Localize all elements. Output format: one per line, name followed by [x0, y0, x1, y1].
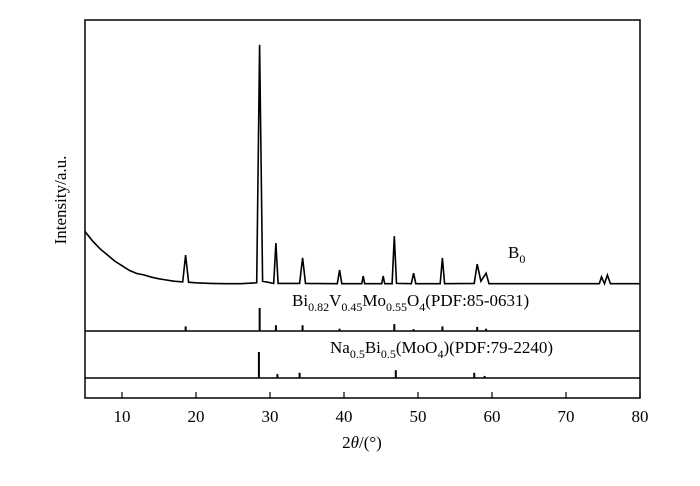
- x-tick-label: 20: [188, 407, 205, 426]
- x-tick-label: 70: [558, 407, 575, 426]
- reference-label-part: O: [407, 291, 419, 310]
- reference-label-part: Na: [330, 338, 350, 357]
- reference-label-part: 0.55: [386, 300, 407, 314]
- x-tick-label: 10: [114, 407, 131, 426]
- y-axis-label: Intensity/a.u.: [51, 156, 70, 245]
- reference-label-part: 0.82: [308, 300, 329, 314]
- reference-label-part: 0.45: [341, 300, 362, 314]
- x-tick-label: 80: [632, 407, 649, 426]
- pattern-label-part: 0: [519, 252, 525, 266]
- reference-label-part: (PDF:85-0631): [425, 291, 529, 310]
- x-tick-label: 50: [410, 407, 427, 426]
- pattern-label-part: B: [508, 243, 519, 262]
- reference-label-part: Bi: [365, 338, 381, 357]
- x-axis-label-part: θ: [351, 433, 359, 452]
- x-tick-label: 60: [484, 407, 501, 426]
- x-axis-label-part: 2: [342, 433, 351, 452]
- reference-label-part: )(PDF:79-2240): [443, 338, 553, 357]
- x-tick-label: 30: [262, 407, 279, 426]
- reference-label-part: (MoO: [396, 338, 438, 357]
- reference-label-part: Mo: [362, 291, 386, 310]
- reference-label-part: 4: [419, 300, 425, 314]
- reference-label-part: Bi: [292, 291, 308, 310]
- pattern-label: B0: [508, 243, 525, 266]
- reference-label-part: 0.5: [350, 347, 365, 361]
- plot-frame: [84, 19, 641, 399]
- reference-label-part: 4: [437, 347, 443, 361]
- x-axis-label: 2θ/(°): [342, 433, 382, 452]
- pattern-line: [84, 44, 640, 286]
- reference-label-part: V: [329, 291, 342, 310]
- reference-label-part: 0.5: [381, 347, 396, 361]
- x-axis-label-part: /(°): [359, 433, 382, 452]
- x-tick-label: 40: [336, 407, 353, 426]
- reference-label: Na0.5Bi0.5(MoO4)(PDF:79-2240): [330, 338, 553, 361]
- reference-label: Bi0.82V0.45Mo0.55O4(PDF:85-0631): [292, 291, 529, 314]
